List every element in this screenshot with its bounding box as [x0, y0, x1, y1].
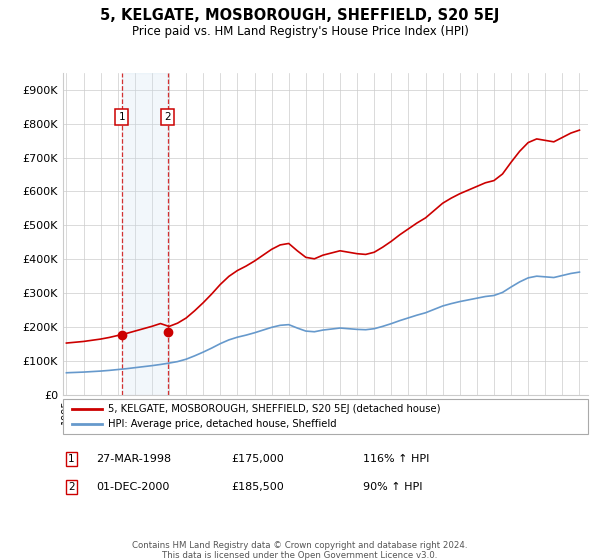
Text: 116% ↑ HPI: 116% ↑ HPI	[363, 454, 430, 464]
Text: This data is licensed under the Open Government Licence v3.0.: This data is licensed under the Open Gov…	[163, 551, 437, 560]
Text: 1: 1	[118, 112, 125, 122]
Text: HPI: Average price, detached house, Sheffield: HPI: Average price, detached house, Shef…	[108, 419, 337, 430]
Text: Price paid vs. HM Land Registry's House Price Index (HPI): Price paid vs. HM Land Registry's House …	[131, 25, 469, 38]
Text: 1: 1	[68, 454, 74, 464]
Text: 2: 2	[164, 112, 171, 122]
Text: 2: 2	[68, 482, 74, 492]
Text: 27-MAR-1998: 27-MAR-1998	[96, 454, 171, 464]
Text: 90% ↑ HPI: 90% ↑ HPI	[363, 482, 422, 492]
Text: 5, KELGATE, MOSBOROUGH, SHEFFIELD, S20 5EJ (detached house): 5, KELGATE, MOSBOROUGH, SHEFFIELD, S20 5…	[108, 404, 440, 414]
Text: Contains HM Land Registry data © Crown copyright and database right 2024.: Contains HM Land Registry data © Crown c…	[132, 542, 468, 550]
Text: £185,500: £185,500	[231, 482, 284, 492]
Text: £175,000: £175,000	[231, 454, 284, 464]
Text: 5, KELGATE, MOSBOROUGH, SHEFFIELD, S20 5EJ: 5, KELGATE, MOSBOROUGH, SHEFFIELD, S20 5…	[100, 8, 500, 24]
Bar	[122, 73, 167, 395]
Text: 01-DEC-2000: 01-DEC-2000	[96, 482, 169, 492]
